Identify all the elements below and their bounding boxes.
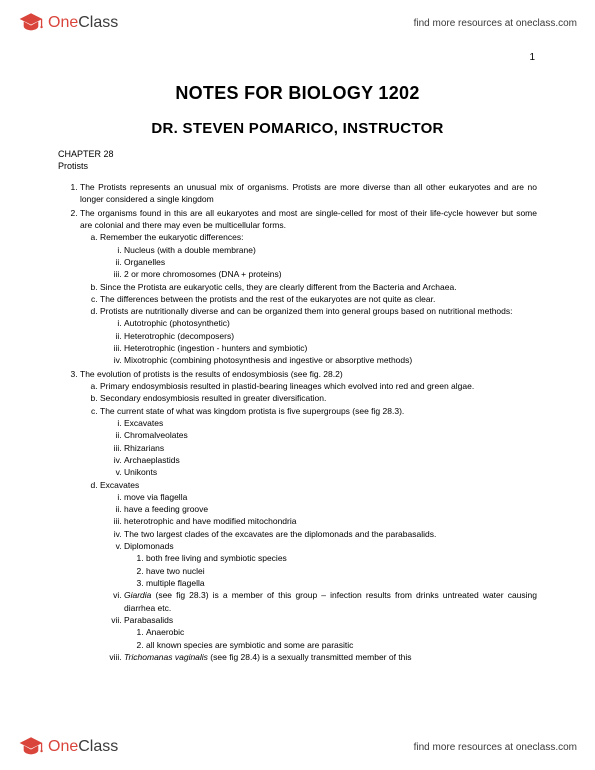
list-item: Rhizarians (124, 442, 537, 454)
list-item: The current state of what was kingdom pr… (100, 405, 537, 479)
list-item: both free living and symbiotic species (146, 552, 537, 564)
list-item: move via flagella (124, 491, 537, 503)
list-item: Giardia (see fig 28.3) is a member of th… (124, 589, 537, 614)
list-item: Nucleus (with a double membrane) (124, 244, 537, 256)
list-item: Unikonts (124, 466, 537, 478)
document-body: NOTES FOR BIOLOGY 1202 DR. STEVEN POMARI… (0, 63, 595, 663)
list-item: Excavates (124, 417, 537, 429)
list-text: The evolution of protists is the results… (80, 369, 343, 379)
doc-subtitle: DR. STEVEN POMARICO, INSTRUCTOR (58, 120, 537, 137)
list-item: Since the Protista are eukaryotic cells,… (100, 281, 537, 293)
page-footer: OneClass find more resources at oneclass… (0, 728, 595, 770)
list-item: heterotrophic and have modified mitochon… (124, 515, 537, 527)
list-item: Primary endosymbiosis resulted in plasti… (100, 380, 537, 392)
list-item: Anaerobic (146, 626, 537, 638)
topic-label: Protists (58, 161, 537, 171)
list-text: The current state of what was kingdom pr… (100, 406, 404, 416)
doc-title: NOTES FOR BIOLOGY 1202 (58, 83, 537, 104)
list-item: Heterotrophic (ingestion - hunters and s… (124, 342, 537, 354)
chapter-label: CHAPTER 28 (58, 149, 537, 159)
list-item: have two nuclei (146, 565, 537, 577)
list-text: (see fig 28.3) is a member of this group… (124, 590, 537, 612)
list-item: The organisms found in this are all euka… (80, 207, 537, 367)
species-name: Trichomanas vaginalis (124, 652, 208, 662)
list-text: (see fig 28.4) is a sexually transmitted… (208, 652, 412, 662)
logo-text-one: One (48, 738, 78, 756)
list-item: The Protists represents an unusual mix o… (80, 181, 537, 206)
logo-text-class: Class (78, 738, 118, 756)
list-item: multiple flagella (146, 577, 537, 589)
list-item: Organelles (124, 256, 537, 268)
logo-text-class: Class (78, 14, 118, 32)
list-item: Chromalveolates (124, 429, 537, 441)
species-name: Giardia (124, 590, 151, 600)
grad-cap-icon (18, 734, 44, 760)
list-item: The evolution of protists is the results… (80, 368, 537, 664)
grad-cap-icon (18, 10, 44, 36)
brand-logo-footer: OneClass (18, 734, 118, 760)
list-text: The organisms found in this are all euka… (80, 208, 537, 230)
page-header: OneClass find more resources at oneclass… (0, 0, 595, 42)
header-link[interactable]: find more resources at oneclass.com (414, 18, 577, 29)
footer-link[interactable]: find more resources at oneclass.com (414, 742, 577, 753)
list-item: Excavates move via flagella have a feedi… (100, 479, 537, 664)
list-text: Parabasalids (124, 615, 173, 625)
list-item: have a feeding groove (124, 503, 537, 515)
list-item: Trichomanas vaginalis (see fig 28.4) is … (124, 651, 537, 663)
list-item: Archaeplastids (124, 454, 537, 466)
list-text: Protists are nutritionally diverse and c… (100, 306, 513, 316)
list-item: Parabasalids Anaerobic all known species… (124, 614, 537, 651)
page-number: 1 (0, 42, 595, 63)
list-item: Mixotrophic (combining photosynthesis an… (124, 354, 537, 366)
list-item: Autotrophic (photosynthetic) (124, 317, 537, 329)
list-item: Heterotrophic (decomposers) (124, 330, 537, 342)
list-item: 2 or more chromosomes (DNA + proteins) (124, 268, 537, 280)
list-item: Protists are nutritionally diverse and c… (100, 305, 537, 367)
list-text: Diplomonads (124, 541, 174, 551)
brand-logo: OneClass (18, 10, 118, 36)
list-item: all known species are symbiotic and some… (146, 639, 537, 651)
list-item: Secondary endosymbiosis resulted in grea… (100, 392, 537, 404)
list-text: Excavates (100, 480, 139, 490)
list-item: The differences between the protists and… (100, 293, 537, 305)
list-item: The two largest clades of the excavates … (124, 528, 537, 540)
logo-text-one: One (48, 14, 78, 32)
list-item: Remember the eukaryotic differences: Nuc… (100, 231, 537, 280)
list-item: Diplomonads both free living and symbiot… (124, 540, 537, 589)
outline-list: The Protists represents an unusual mix o… (58, 181, 537, 663)
list-text: Remember the eukaryotic differences: (100, 232, 243, 242)
